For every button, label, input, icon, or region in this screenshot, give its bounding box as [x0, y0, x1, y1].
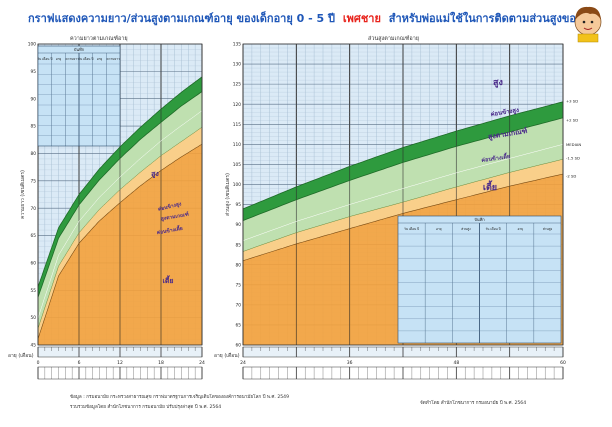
y-tick-label: 100	[233, 182, 241, 188]
plot-frame	[242, 43, 564, 346]
y-tick-label: 65	[31, 233, 37, 239]
right-x-axis-label: อายุ (เดือน)	[214, 352, 240, 359]
series-line-m15sd	[37, 126, 203, 329]
sd-line-label: MEDIAN	[566, 142, 581, 147]
right-x-axis: 24 36 48 60	[240, 346, 566, 380]
left-y-axis-label: ความยาว (เซนติเมตร)	[19, 170, 26, 219]
left-x-axis-label: อายุ (เดือน)	[8, 352, 34, 359]
record-table-header: อายุ	[56, 57, 62, 62]
x-tick-label: 48	[453, 360, 459, 366]
height-for-age-panel: ส่วนสูงตามเกณฑ์อายุ ส่วนสูง (เซนติเมตร) …	[214, 35, 581, 380]
y-tick-label: 110	[233, 142, 241, 148]
y-tick-label: 115	[233, 122, 241, 128]
y-tick-label: 130	[233, 62, 241, 68]
y-tick-label: 70	[31, 206, 37, 212]
record-table-header: วัน เดือน ปี	[485, 226, 500, 231]
y-tick-label: 85	[31, 124, 37, 130]
x-tick-label: 6	[78, 360, 81, 366]
y-tick-label: 75	[31, 178, 37, 184]
plot-frame	[37, 43, 203, 346]
right-record-table: บันทึกวัน เดือน ปี อายุ ส่วนสูง วัน เดือน ป…	[397, 215, 562, 344]
title-part-1: กราฟแสดงความยาว/ส่วนสูงตามเกณฑ์อายุ ของเ…	[28, 11, 335, 26]
y-tick-label: 80	[236, 262, 242, 268]
zone-tall-band	[38, 76, 202, 298]
zone-label: สูง	[493, 78, 503, 88]
y-tick-label: 45	[31, 343, 37, 349]
record-table-header: ความยาว	[107, 57, 120, 61]
right-sd-line-labels: +3 SD +2 SD MEDIAN -1.5 SD -2 SD	[566, 98, 581, 178]
footer-compiled: รวบรวมข้อมูลโดย สำนักโภชนาการ กรมอนามัย …	[70, 403, 221, 410]
left-x-axis: 0 6 12 18 24	[37, 346, 205, 380]
y-tick-label: 80	[31, 151, 37, 157]
x-tick-label: 36	[347, 360, 353, 366]
x-tick-label: 24	[199, 360, 205, 366]
length-for-age-panel: ความยาวตามเกณฑ์อายุ ความยาว (เซนติเมตร) …	[8, 35, 205, 380]
record-table-title: บันทึก	[474, 217, 485, 222]
right-chart-title: ส่วนสูงตามเกณฑ์อายุ	[368, 35, 419, 42]
y-tick-label: 55	[31, 288, 37, 294]
title-highlight: เพศชาย	[343, 12, 381, 25]
y-tick-label: 90	[31, 96, 37, 102]
x-tick-label: 0	[37, 360, 40, 366]
left-record-table: บันทึกวัน เดือน ปี อายุ ความยาว วัน เดือน ป…	[37, 45, 121, 147]
record-table-title: บันทึก	[74, 47, 85, 52]
series-line-median	[37, 110, 203, 319]
series-line-p2sd	[37, 91, 203, 298]
y-tick-label: 65	[236, 323, 242, 329]
sd-line-label: +2 SD	[566, 117, 578, 122]
series-line-m2sd	[37, 143, 203, 340]
zone-slightly-short-area	[38, 127, 202, 339]
record-table-header: อายุ	[97, 57, 103, 62]
y-tick-label: 60	[31, 261, 37, 267]
sd-line-label: -2 SD	[566, 174, 576, 179]
series-line-m15sd	[242, 158, 564, 252]
y-tick-label: 120	[233, 102, 241, 108]
y-tick-label: 75	[236, 282, 242, 288]
record-table-header: ความยาว	[66, 57, 79, 61]
zone-label: สูง	[151, 170, 159, 179]
y-tick-label: 95	[31, 69, 37, 75]
y-tick-label: 85	[236, 242, 242, 248]
record-table-header: วัน เดือน ปี	[78, 56, 93, 61]
footer-publisher: จัดทำโดย สำนักโภชนาการ กรมอนามัย ปี พ.ศ.…	[420, 399, 526, 406]
y-tick-label: 125	[233, 82, 241, 88]
left-y-axis: 45 50 55 60 65 70 75 80 85 90 95 100	[28, 42, 36, 349]
series-line-p3sd	[242, 101, 564, 210]
zone-label: เตี้ย	[162, 274, 173, 285]
record-table-header: วัน เดือน ปี	[404, 226, 419, 231]
record-table-header: ส่วนสูง	[543, 227, 553, 231]
record-table-header: อายุ	[517, 227, 523, 232]
sd-line-label: +3 SD	[566, 98, 578, 103]
boy-avatar-icon	[574, 6, 602, 43]
right-y-axis-label: ส่วนสูง (เซนติเมตร)	[224, 173, 231, 216]
y-tick-label: 70	[236, 302, 242, 308]
series-line-m2sd	[242, 173, 564, 261]
series-line-median	[242, 144, 564, 241]
title-part-2: สำหรับพ่อแม่ใช้ในการติดตามส่วนสูงของลูก	[389, 11, 595, 26]
y-tick-label: 90	[236, 222, 242, 228]
zone-label: เตี้ย	[483, 180, 497, 193]
record-table-header: อายุ	[436, 227, 442, 232]
series-line-p2sd	[242, 117, 564, 221]
sd-line-label: -1.5 SD	[566, 156, 580, 161]
footer-source: ข้อมูล : กรมอนามัย กระทรวงสาธารณสุข กราฟ…	[70, 393, 289, 400]
series-line-p3sd	[37, 76, 203, 288]
x-tick-label: 18	[158, 360, 164, 366]
y-tick-label: 135	[233, 42, 241, 48]
y-tick-label: 105	[233, 162, 241, 168]
x-tick-label: 60	[560, 360, 566, 366]
y-tick-label: 50	[31, 315, 37, 321]
y-tick-label: 100	[28, 42, 36, 48]
y-tick-label: 60	[236, 343, 242, 349]
left-chart-title: ความยาวตามเกณฑ์อายุ	[70, 35, 128, 42]
x-tick-label: 12	[117, 360, 123, 366]
y-tick-label: 95	[236, 202, 242, 208]
record-table-header: วัน เดือน ปี	[37, 56, 52, 61]
right-y-axis: 60 65 70 75 80 85 90 95 100 105 110 115 120 125 130 135	[233, 42, 241, 349]
x-tick-label: 24	[240, 360, 246, 366]
record-table-header: ส่วนสูง	[461, 227, 471, 231]
page-title: กราฟแสดงความยาว/ส่วนสูงตามเกณฑ์อายุ ของเ…	[28, 11, 595, 26]
